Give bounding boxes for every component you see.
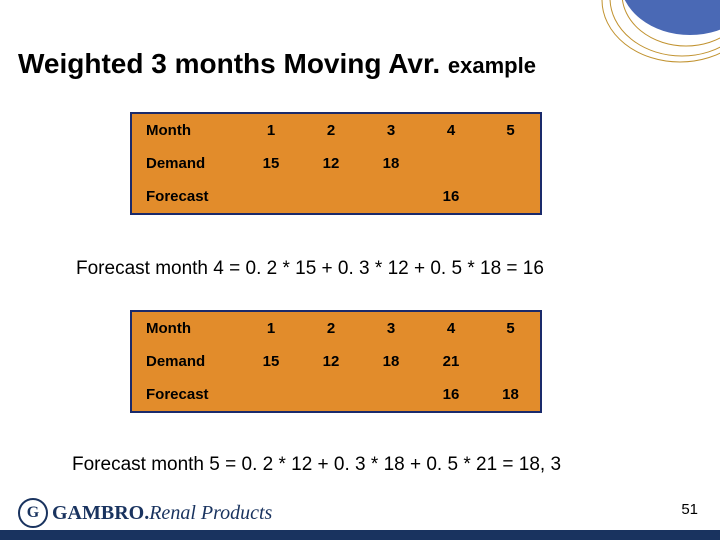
cell: Forecast [131, 180, 241, 214]
cell [421, 147, 481, 180]
table-row: Forecast 16 [131, 180, 541, 214]
logo-icon: G [18, 498, 48, 528]
title-main: Weighted 3 months Moving Avr. [18, 48, 448, 79]
cell: 3 [361, 113, 421, 147]
logo-text: GAMBRO.Renal Products [52, 502, 272, 525]
corner-decoration [600, 0, 720, 80]
cell: Demand [131, 345, 241, 378]
forecast-table-1: Month 1 2 3 4 5 Demand 15 12 18 Forecast… [130, 112, 542, 215]
table-row: Demand 15 12 18 21 [131, 345, 541, 378]
cell [481, 345, 541, 378]
cell [301, 180, 361, 214]
cell: 16 [421, 378, 481, 412]
cell: 5 [481, 311, 541, 345]
cell: 3 [361, 311, 421, 345]
cell: 21 [421, 345, 481, 378]
cell [301, 378, 361, 412]
cell: 1 [241, 311, 301, 345]
cell: 5 [481, 113, 541, 147]
cell [241, 378, 301, 412]
equation-1: Forecast month 4 = 0. 2 * 15 + 0. 3 * 12… [76, 258, 544, 280]
logo-brand: GAMBRO. [52, 502, 149, 524]
cell: 2 [301, 113, 361, 147]
footer-band [0, 530, 720, 540]
table-row: Month 1 2 3 4 5 [131, 311, 541, 345]
cell [241, 180, 301, 214]
cell: 1 [241, 113, 301, 147]
cell: Month [131, 311, 241, 345]
cell: Month [131, 113, 241, 147]
table-row: Forecast 16 18 [131, 378, 541, 412]
table-row: Demand 15 12 18 [131, 147, 541, 180]
forecast-table-2: Month 1 2 3 4 5 Demand 15 12 18 21 Forec… [130, 310, 542, 413]
cell [361, 378, 421, 412]
cell: 15 [241, 147, 301, 180]
cell: 15 [241, 345, 301, 378]
cell: 2 [301, 311, 361, 345]
cell: 18 [481, 378, 541, 412]
cell [481, 180, 541, 214]
logo-product: Renal Products [149, 502, 272, 524]
cell: 12 [301, 147, 361, 180]
cell: 16 [421, 180, 481, 214]
cell: 4 [421, 311, 481, 345]
slide-title: Weighted 3 months Moving Avr. example [18, 48, 536, 80]
cell: 18 [361, 345, 421, 378]
title-sub: example [448, 53, 536, 78]
brand-logo: G GAMBRO.Renal Products [18, 498, 272, 528]
table-row: Month 1 2 3 4 5 [131, 113, 541, 147]
page-number: 51 [681, 501, 698, 518]
cell: Demand [131, 147, 241, 180]
equation-2: Forecast month 5 = 0. 2 * 12 + 0. 3 * 18… [72, 454, 561, 476]
cell: 18 [361, 147, 421, 180]
cell [481, 147, 541, 180]
cell: Forecast [131, 378, 241, 412]
cell: 4 [421, 113, 481, 147]
cell: 12 [301, 345, 361, 378]
cell [361, 180, 421, 214]
